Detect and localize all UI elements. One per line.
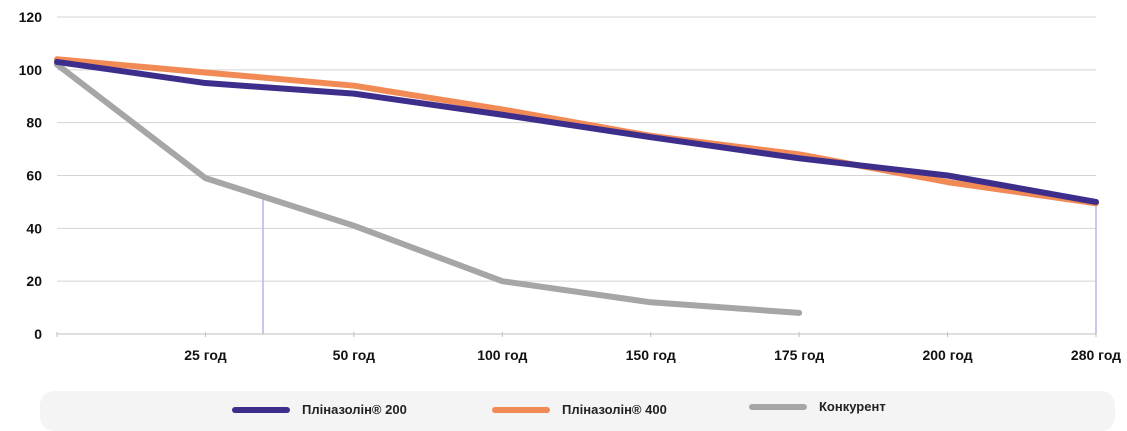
legend-item-plinazolin-200: Пліназолін® 200 [232,402,407,417]
legend-label-plinazolin-200: Пліназолін® 200 [302,402,407,417]
x-tick-label: 280 год [1071,347,1121,363]
legend-swatch-plinazolin-400 [492,406,550,413]
y-tick-label: 120 [19,9,43,25]
x-tick-label: 175 год [774,347,824,363]
y-tick-label: 80 [26,115,42,131]
series-line-2 [54,61,803,316]
legend-label-competitor: Конкурент [819,399,886,414]
y-tick-label: 20 [26,273,42,289]
y-tick-label: 100 [19,62,43,78]
y-tick-label: 60 [26,168,42,184]
x-tick-label: 25 год [184,347,226,363]
legend-item-competitor: Конкурент [749,399,886,414]
x-tick-label: 50 год [333,347,375,363]
x-tick-label: 200 год [922,347,972,363]
legend-swatch-competitor [749,403,807,410]
series-line-0 [54,58,1099,205]
legend-label-plinazolin-400: Пліназолін® 400 [562,402,667,417]
legend-item-plinazolin-400: Пліназолін® 400 [492,402,667,417]
x-tick-label: 100 год [477,347,527,363]
y-tick-label: 0 [34,326,42,342]
series-line-1 [54,56,1099,207]
x-tick-label: 150 год [626,347,676,363]
legend-swatch-plinazolin-200 [232,406,290,413]
y-tick-label: 40 [26,220,42,236]
